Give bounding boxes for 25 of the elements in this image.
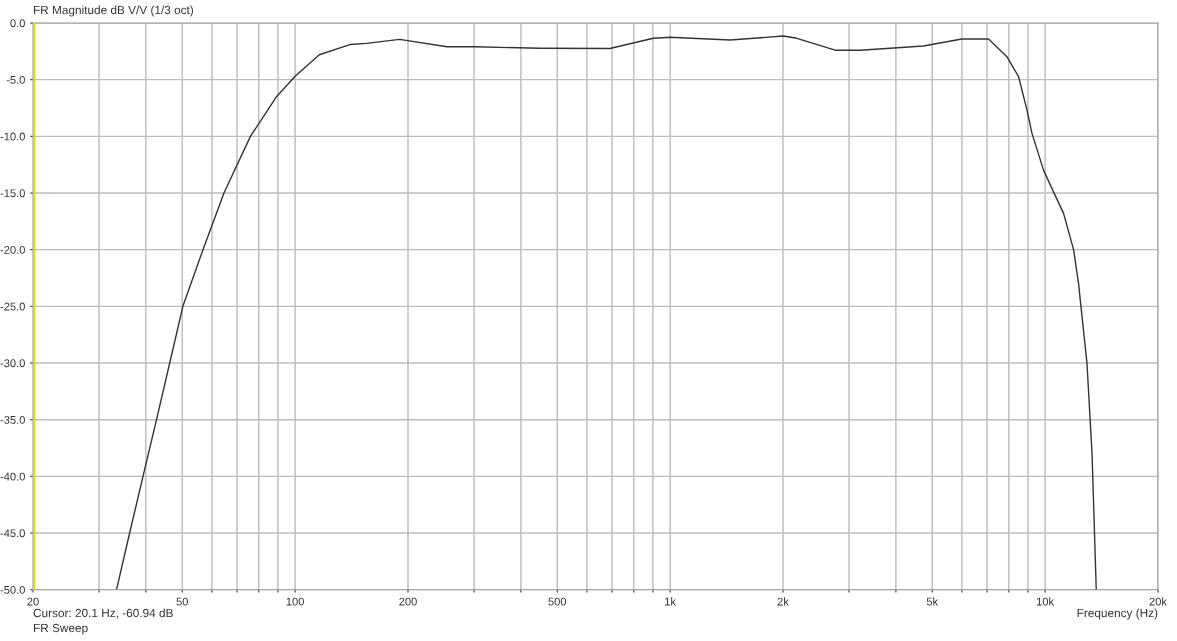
x-tick-label: 200 bbox=[399, 597, 417, 606]
y-tick-label: -5.0 bbox=[6, 75, 25, 84]
x-axis-title: Frequency (Hz) bbox=[1077, 608, 1158, 620]
x-tick-label: 20k bbox=[1149, 597, 1167, 606]
x-tick-label: 20 bbox=[27, 597, 39, 606]
y-tick-label: -20.0 bbox=[0, 245, 25, 254]
y-tick-label: -45.0 bbox=[0, 529, 25, 538]
x-tick-label: 50 bbox=[176, 597, 188, 606]
chart-title: FR Magnitude dB V/V (1/3 oct) bbox=[33, 5, 194, 17]
y-tick-label: -15.0 bbox=[0, 189, 25, 198]
text: FR Sweep bbox=[33, 623, 88, 635]
y-tick-label: 0.0 bbox=[10, 19, 25, 28]
text: Cursor: 20.1 Hz, -60.94 dB bbox=[33, 608, 173, 619]
y-tick-label: -30.0 bbox=[0, 359, 25, 368]
x-tick-label: 2k bbox=[777, 597, 789, 606]
y-tick-label: -10.0 bbox=[0, 132, 25, 141]
y-tick-label: -50.0 bbox=[0, 585, 25, 594]
y-tick-label: -40.0 bbox=[0, 472, 25, 481]
x-tick-label: 500 bbox=[548, 597, 567, 606]
x-tick-label: 5k bbox=[926, 597, 939, 606]
x-tick-label: 100 bbox=[286, 597, 304, 606]
y-tick-label: -25.0 bbox=[0, 302, 25, 311]
x-tick-label: 10k bbox=[1037, 597, 1055, 606]
y-tick-label: -35.0 bbox=[0, 415, 25, 424]
x-tick-label: 1k bbox=[665, 597, 676, 606]
